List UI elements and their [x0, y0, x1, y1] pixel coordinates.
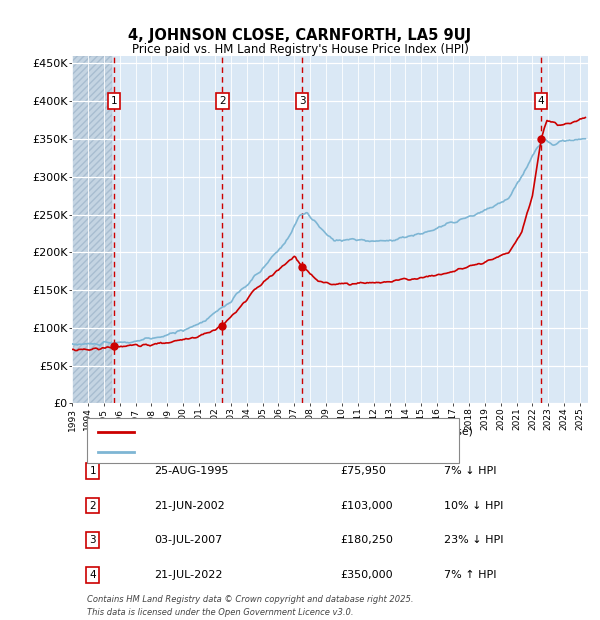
Text: 21-JUN-2002: 21-JUN-2002: [155, 500, 226, 510]
Text: 7% ↓ HPI: 7% ↓ HPI: [443, 466, 496, 476]
Text: £75,950: £75,950: [340, 466, 386, 476]
Text: 4: 4: [538, 96, 544, 106]
Text: Price paid vs. HM Land Registry's House Price Index (HPI): Price paid vs. HM Land Registry's House …: [131, 43, 469, 56]
Text: £103,000: £103,000: [340, 500, 393, 510]
Text: HPI: Average price, detached house, Lancaster: HPI: Average price, detached house, Lanc…: [144, 448, 400, 458]
Text: 4, JOHNSON CLOSE, CARNFORTH, LA5 9UJ: 4, JOHNSON CLOSE, CARNFORTH, LA5 9UJ: [128, 28, 472, 43]
Text: 4, JOHNSON CLOSE, CARNFORTH, LA5 9UJ (detached house): 4, JOHNSON CLOSE, CARNFORTH, LA5 9UJ (de…: [144, 427, 473, 437]
Text: 3: 3: [299, 96, 305, 106]
Text: £350,000: £350,000: [340, 570, 393, 580]
Text: 3: 3: [89, 535, 96, 545]
Text: Contains HM Land Registry data © Crown copyright and database right 2025.: Contains HM Land Registry data © Crown c…: [88, 595, 414, 604]
Text: 03-JUL-2007: 03-JUL-2007: [155, 535, 223, 545]
Text: 4: 4: [89, 570, 96, 580]
Text: 25-AUG-1995: 25-AUG-1995: [155, 466, 229, 476]
Text: £180,250: £180,250: [340, 535, 393, 545]
Text: 2: 2: [89, 500, 96, 510]
Text: This data is licensed under the Open Government Licence v3.0.: This data is licensed under the Open Gov…: [88, 608, 354, 617]
FancyBboxPatch shape: [88, 418, 459, 463]
Bar: [72, 56, 112, 404]
Text: 21-JUL-2022: 21-JUL-2022: [155, 570, 223, 580]
Text: 1: 1: [111, 96, 118, 106]
Text: 23% ↓ HPI: 23% ↓ HPI: [443, 535, 503, 545]
Text: 10% ↓ HPI: 10% ↓ HPI: [443, 500, 503, 510]
Text: 2: 2: [219, 96, 226, 106]
Text: 1: 1: [89, 466, 96, 476]
Text: 7% ↑ HPI: 7% ↑ HPI: [443, 570, 496, 580]
